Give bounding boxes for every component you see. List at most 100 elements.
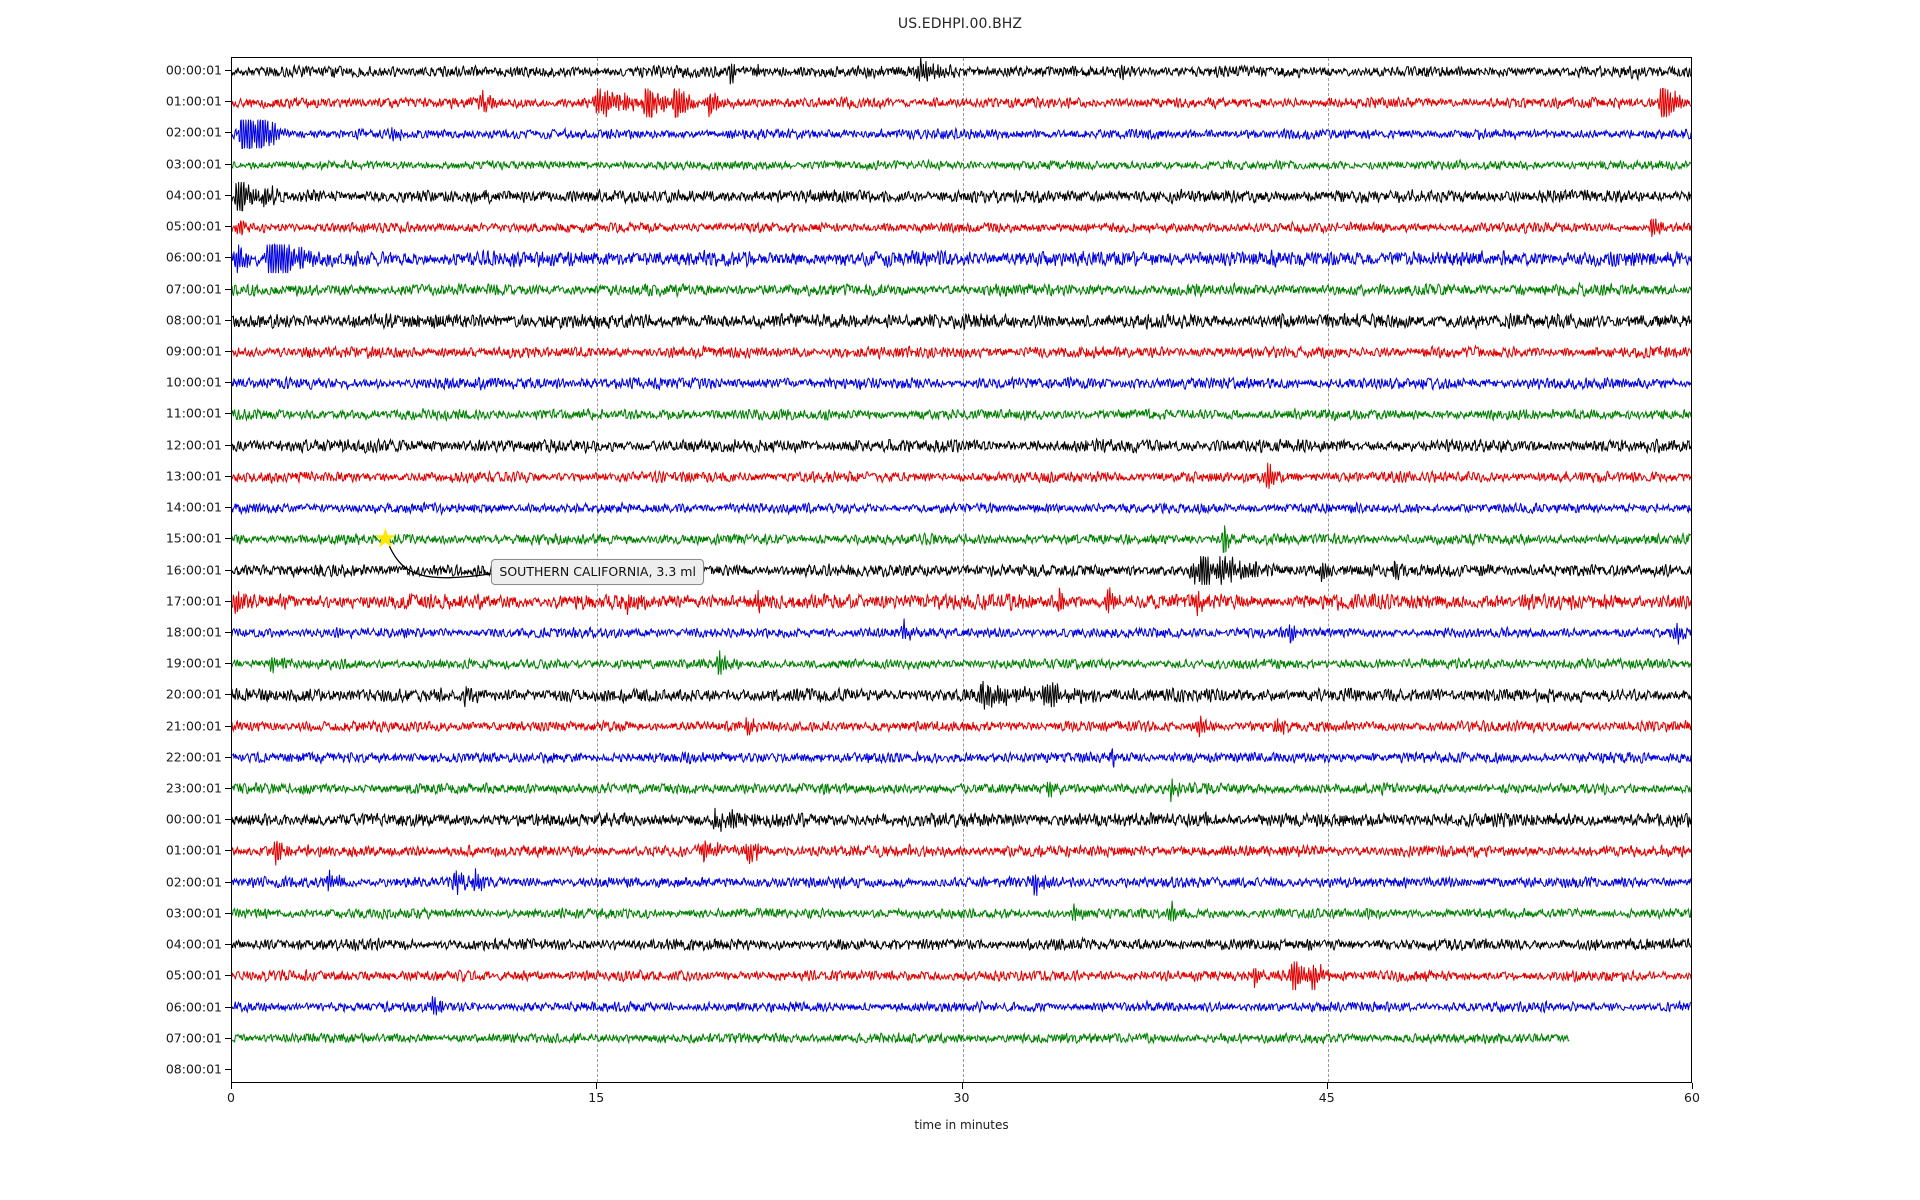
trace-path bbox=[232, 961, 1691, 991]
trace-path bbox=[232, 501, 1691, 517]
trace-path bbox=[232, 715, 1691, 738]
seismic-trace-layer bbox=[232, 58, 1691, 1082]
seismic-trace bbox=[232, 840, 1691, 866]
annotation-overlay-layer: ★ SOUTHERN CALIFORNIA, 3.3 ml bbox=[232, 58, 1691, 1082]
x-axis-tick-mark bbox=[961, 1083, 963, 1089]
y-axis-tick-label: 06:00:01 bbox=[165, 999, 222, 1015]
y-axis-tick-label: 03:00:01 bbox=[165, 905, 222, 921]
y-axis-tick-label: 05:00:01 bbox=[165, 218, 222, 234]
seismic-trace bbox=[232, 462, 1691, 489]
seismic-trace bbox=[232, 807, 1691, 832]
seismic-trace bbox=[232, 281, 1691, 299]
x-axis-tick-label: 30 bbox=[953, 1090, 970, 1105]
seismic-trace bbox=[232, 1031, 1570, 1045]
seismic-trace bbox=[232, 868, 1691, 896]
y-axis-tick-mark bbox=[225, 819, 232, 821]
y-axis-tick-label: 13:00:01 bbox=[165, 468, 222, 484]
y-axis-tick-mark bbox=[225, 663, 232, 665]
seismic-trace bbox=[232, 996, 1691, 1016]
x-axis-tick-label: 60 bbox=[1684, 1090, 1700, 1105]
seismic-trace bbox=[232, 407, 1691, 423]
trace-path bbox=[232, 58, 1691, 85]
y-axis-tick-label: 10:00:01 bbox=[165, 374, 222, 390]
trace-path bbox=[232, 840, 1691, 866]
y-axis-tick-mark bbox=[225, 975, 232, 977]
seismic-trace bbox=[232, 748, 1691, 768]
y-axis-tick-label: 07:00:01 bbox=[165, 281, 222, 297]
y-axis-tick-label: 03:00:01 bbox=[165, 156, 222, 172]
seismic-trace bbox=[232, 437, 1691, 455]
y-axis-tick-mark bbox=[225, 756, 232, 758]
y-axis-tick-mark bbox=[225, 257, 232, 259]
trace-path bbox=[232, 525, 1691, 553]
seismic-trace bbox=[232, 218, 1691, 237]
y-axis-tick-label: 17:00:01 bbox=[165, 593, 222, 609]
seismic-trace bbox=[232, 936, 1691, 952]
trace-path bbox=[232, 618, 1691, 645]
y-axis-tick-mark bbox=[225, 725, 232, 727]
trace-path bbox=[232, 778, 1691, 803]
plot-area: ★ SOUTHERN CALIFORNIA, 3.3 ml bbox=[231, 57, 1692, 1083]
y-axis-tick-mark bbox=[225, 319, 232, 321]
trace-path bbox=[232, 868, 1691, 896]
seismic-trace bbox=[232, 119, 1691, 149]
seismic-trace bbox=[232, 715, 1691, 738]
y-axis-tick-label: 14:00:01 bbox=[165, 499, 222, 515]
y-axis-tick-mark bbox=[225, 631, 232, 633]
seismic-trace bbox=[232, 525, 1691, 553]
y-axis-tick-mark bbox=[225, 881, 232, 883]
y-axis-tick-label: 00:00:01 bbox=[165, 811, 222, 827]
y-axis-tick-label: 02:00:01 bbox=[165, 124, 222, 140]
y-axis-tick-label: 22:00:01 bbox=[165, 749, 222, 765]
seismic-trace bbox=[232, 961, 1691, 991]
y-axis-tick-mark bbox=[225, 350, 232, 352]
y-axis-tick-mark bbox=[225, 1006, 232, 1008]
y-axis-tick-mark bbox=[225, 600, 232, 602]
seismic-trace bbox=[232, 242, 1691, 274]
seismic-trace bbox=[232, 312, 1691, 331]
seismic-trace bbox=[232, 778, 1691, 803]
seismic-trace bbox=[232, 618, 1691, 645]
vertical-gridline bbox=[962, 58, 964, 1082]
trace-path bbox=[232, 344, 1691, 360]
y-axis-tick-label: 21:00:01 bbox=[165, 718, 222, 734]
y-axis-tick-label: 02:00:01 bbox=[165, 874, 222, 890]
trace-path bbox=[232, 936, 1691, 952]
trace-path bbox=[232, 158, 1691, 172]
seismic-trace bbox=[232, 158, 1691, 172]
y-axis-tick-label: 23:00:01 bbox=[165, 780, 222, 796]
trace-path bbox=[232, 88, 1691, 119]
y-axis-tick-label: 06:00:01 bbox=[165, 249, 222, 265]
y-axis-tick-label: 01:00:01 bbox=[165, 93, 222, 109]
trace-path bbox=[232, 242, 1691, 274]
earthquake-star-icon: ★ bbox=[373, 524, 398, 555]
seismic-trace bbox=[232, 680, 1691, 710]
trace-path bbox=[232, 996, 1691, 1016]
y-axis-tick-label: 19:00:01 bbox=[165, 655, 222, 671]
trace-path bbox=[232, 807, 1691, 832]
y-axis-tick-label: 07:00:01 bbox=[165, 1030, 222, 1046]
y-axis-tick-mark bbox=[225, 538, 232, 540]
seismic-trace bbox=[232, 344, 1691, 360]
x-axis-tick-label: 0 bbox=[227, 1090, 235, 1105]
seismic-trace bbox=[232, 375, 1691, 392]
annotation-leader-path bbox=[388, 546, 494, 579]
y-axis-tick-mark bbox=[225, 912, 232, 914]
trace-path bbox=[232, 437, 1691, 455]
trace-path bbox=[232, 119, 1691, 149]
y-axis-tick-mark bbox=[225, 101, 232, 103]
y-axis-tick-mark bbox=[225, 850, 232, 852]
y-axis-tick-label: 08:00:01 bbox=[165, 312, 222, 328]
y-axis-tick-label: 20:00:01 bbox=[165, 686, 222, 702]
trace-path bbox=[232, 218, 1691, 237]
y-axis-tick-mark bbox=[225, 475, 232, 477]
x-axis-title: time in minutes bbox=[914, 1118, 1009, 1132]
seismic-trace bbox=[232, 501, 1691, 517]
y-axis-tick-mark bbox=[225, 507, 232, 509]
x-axis-tick-mark bbox=[231, 1083, 232, 1089]
seismic-trace bbox=[232, 900, 1691, 922]
seismic-trace bbox=[232, 88, 1691, 119]
y-axis-tick-mark bbox=[225, 944, 232, 946]
y-axis-tick-mark bbox=[225, 288, 232, 290]
y-axis-tick-mark bbox=[225, 132, 232, 134]
